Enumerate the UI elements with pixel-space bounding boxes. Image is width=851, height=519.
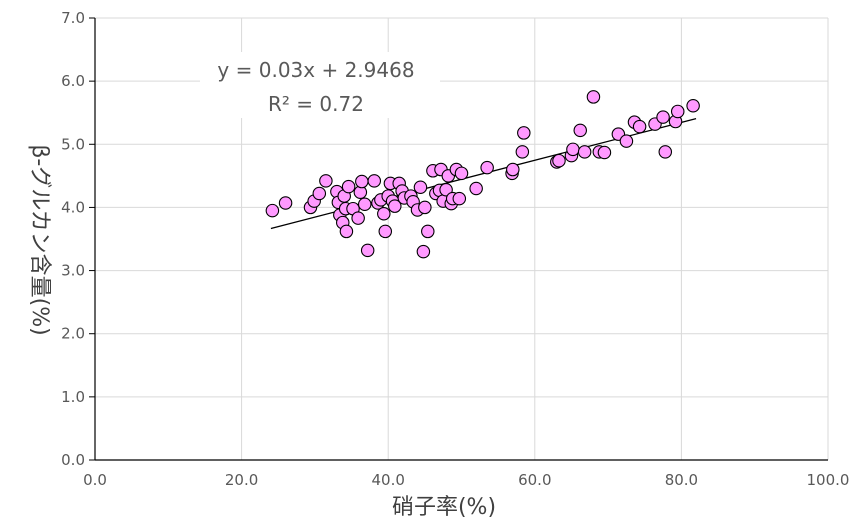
data-point	[367, 174, 382, 188]
y-axis-title: β-グルカン含量(%)	[27, 144, 52, 335]
y-tick-label: 5.0	[61, 135, 85, 153]
data-point	[341, 179, 356, 194]
x-tick-label: 100.0	[807, 471, 850, 489]
data-point	[360, 243, 375, 258]
data-point	[377, 206, 391, 221]
y-tick-label: 0.0	[61, 451, 85, 469]
data-points	[265, 90, 700, 259]
data-point	[480, 160, 494, 175]
data-point	[632, 119, 647, 134]
y-tick-labels: 0.0 1.0 2.0 3.0 4.0 5.0 6.0 7.0	[61, 9, 85, 469]
trendline-label: y = 0.03x + 2.9468 R² = 0.72	[200, 52, 440, 118]
y-tick-label: 1.0	[61, 388, 85, 406]
data-point	[339, 224, 354, 239]
y-tick-label: 2.0	[61, 325, 85, 343]
y-tick-label: 4.0	[61, 198, 85, 216]
data-point	[421, 224, 435, 239]
x-axis-title: 硝子率(%)	[392, 495, 496, 519]
data-point	[454, 166, 469, 181]
data-point	[658, 145, 673, 159]
data-point	[418, 200, 432, 215]
data-point	[619, 134, 634, 148]
x-tick-label: 20.0	[225, 471, 258, 489]
trendline-r-squared: R² = 0.72	[268, 92, 364, 116]
y-tick-label: 3.0	[61, 262, 85, 280]
data-point	[452, 191, 467, 206]
data-point	[413, 180, 428, 194]
data-point	[670, 104, 685, 119]
data-point	[656, 110, 670, 124]
data-point	[469, 181, 483, 196]
x-tick-label: 80.0	[665, 471, 698, 489]
data-point	[312, 186, 327, 201]
data-point	[378, 224, 393, 239]
data-point	[597, 145, 612, 160]
data-point	[265, 203, 280, 218]
data-point	[577, 145, 592, 159]
data-point	[416, 244, 431, 259]
data-point	[515, 145, 530, 159]
trendline-equation: y = 0.03x + 2.9468	[217, 58, 414, 82]
data-point	[319, 174, 333, 188]
axes	[89, 17, 828, 461]
x-tick-labels: 0.0 20.0 40.0 60.0 80.0 100.0	[83, 471, 849, 489]
trendline-label-background	[200, 52, 440, 118]
data-point	[552, 153, 566, 168]
x-tick-label: 0.0	[83, 471, 107, 489]
x-tick-label: 40.0	[371, 471, 404, 489]
data-point	[355, 174, 369, 189]
y-tick-label: 7.0	[61, 9, 85, 27]
data-point	[517, 126, 531, 140]
data-point	[278, 196, 293, 210]
y-tick-label: 6.0	[61, 72, 85, 90]
data-point	[586, 90, 601, 104]
data-point	[686, 99, 700, 113]
data-point	[357, 197, 372, 212]
data-point	[388, 199, 402, 213]
data-point	[351, 211, 365, 225]
data-point	[573, 123, 587, 138]
data-point	[566, 142, 580, 157]
x-tick-label: 60.0	[518, 471, 551, 489]
data-point	[506, 162, 520, 177]
